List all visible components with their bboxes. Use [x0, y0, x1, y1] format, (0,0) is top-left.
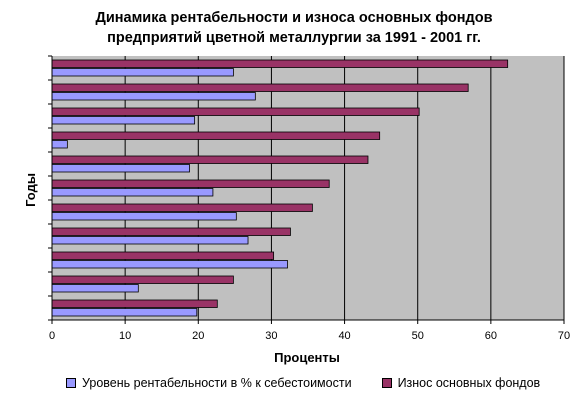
- bar-profitability: [51, 164, 190, 173]
- legend-item-depreciation: Износ основных фондов: [381, 376, 541, 390]
- legend-swatch-profitability: [66, 378, 76, 388]
- bar-profitability: [51, 92, 256, 101]
- x-tick-label: 50: [412, 330, 424, 342]
- bar-depreciation: [51, 179, 330, 188]
- bar-depreciation: [51, 203, 313, 212]
- bar-profitability: [51, 116, 196, 125]
- legend-item-profitability: Уровень рентабельности в % к себестоимос…: [66, 376, 352, 390]
- x-tick-label: 40: [338, 330, 350, 342]
- bar-profitability: [51, 308, 198, 317]
- bar-profitability: [51, 260, 288, 269]
- chart-title-line-2: предприятий цветной металлургии за 1991 …: [107, 30, 481, 46]
- y-axis-title: Годы: [23, 173, 38, 207]
- bar-profitability: [51, 212, 237, 221]
- x-tick-label: 20: [192, 330, 204, 342]
- bar-depreciation: [51, 299, 218, 308]
- bar-depreciation: [51, 155, 369, 164]
- legend-label-profitability: Уровень рентабельности в % к себестоимос…: [82, 376, 352, 390]
- bar-profitability: [51, 236, 249, 245]
- x-tick-label: 70: [558, 330, 570, 342]
- bar-depreciation: [51, 227, 291, 236]
- bar-depreciation: [51, 131, 381, 140]
- x-tick-label: 30: [265, 330, 277, 342]
- x-tick-label: 10: [119, 330, 131, 342]
- bar-profitability: [51, 284, 139, 293]
- chart-title-line-1: Динамика рентабельности и износа основны…: [95, 10, 493, 26]
- legend-label-depreciation: Износ основных фондов: [397, 376, 541, 390]
- bar-depreciation: [51, 251, 275, 260]
- bar-depreciation: [51, 83, 469, 92]
- chart-legend: Уровень рентабельности в % к себестоимос…: [66, 376, 578, 390]
- bar-profitability: [51, 140, 68, 149]
- bar-profitability: [51, 188, 214, 197]
- x-tick-label: 0: [49, 330, 55, 342]
- bar-depreciation: [51, 59, 509, 68]
- bar-depreciation: [51, 107, 420, 116]
- x-axis-title: Проценты: [274, 350, 340, 365]
- bar-profitability: [51, 68, 234, 77]
- bar-depreciation: [51, 275, 234, 284]
- x-tick-label: 60: [485, 330, 497, 342]
- legend-swatch-depreciation: [381, 378, 392, 388]
